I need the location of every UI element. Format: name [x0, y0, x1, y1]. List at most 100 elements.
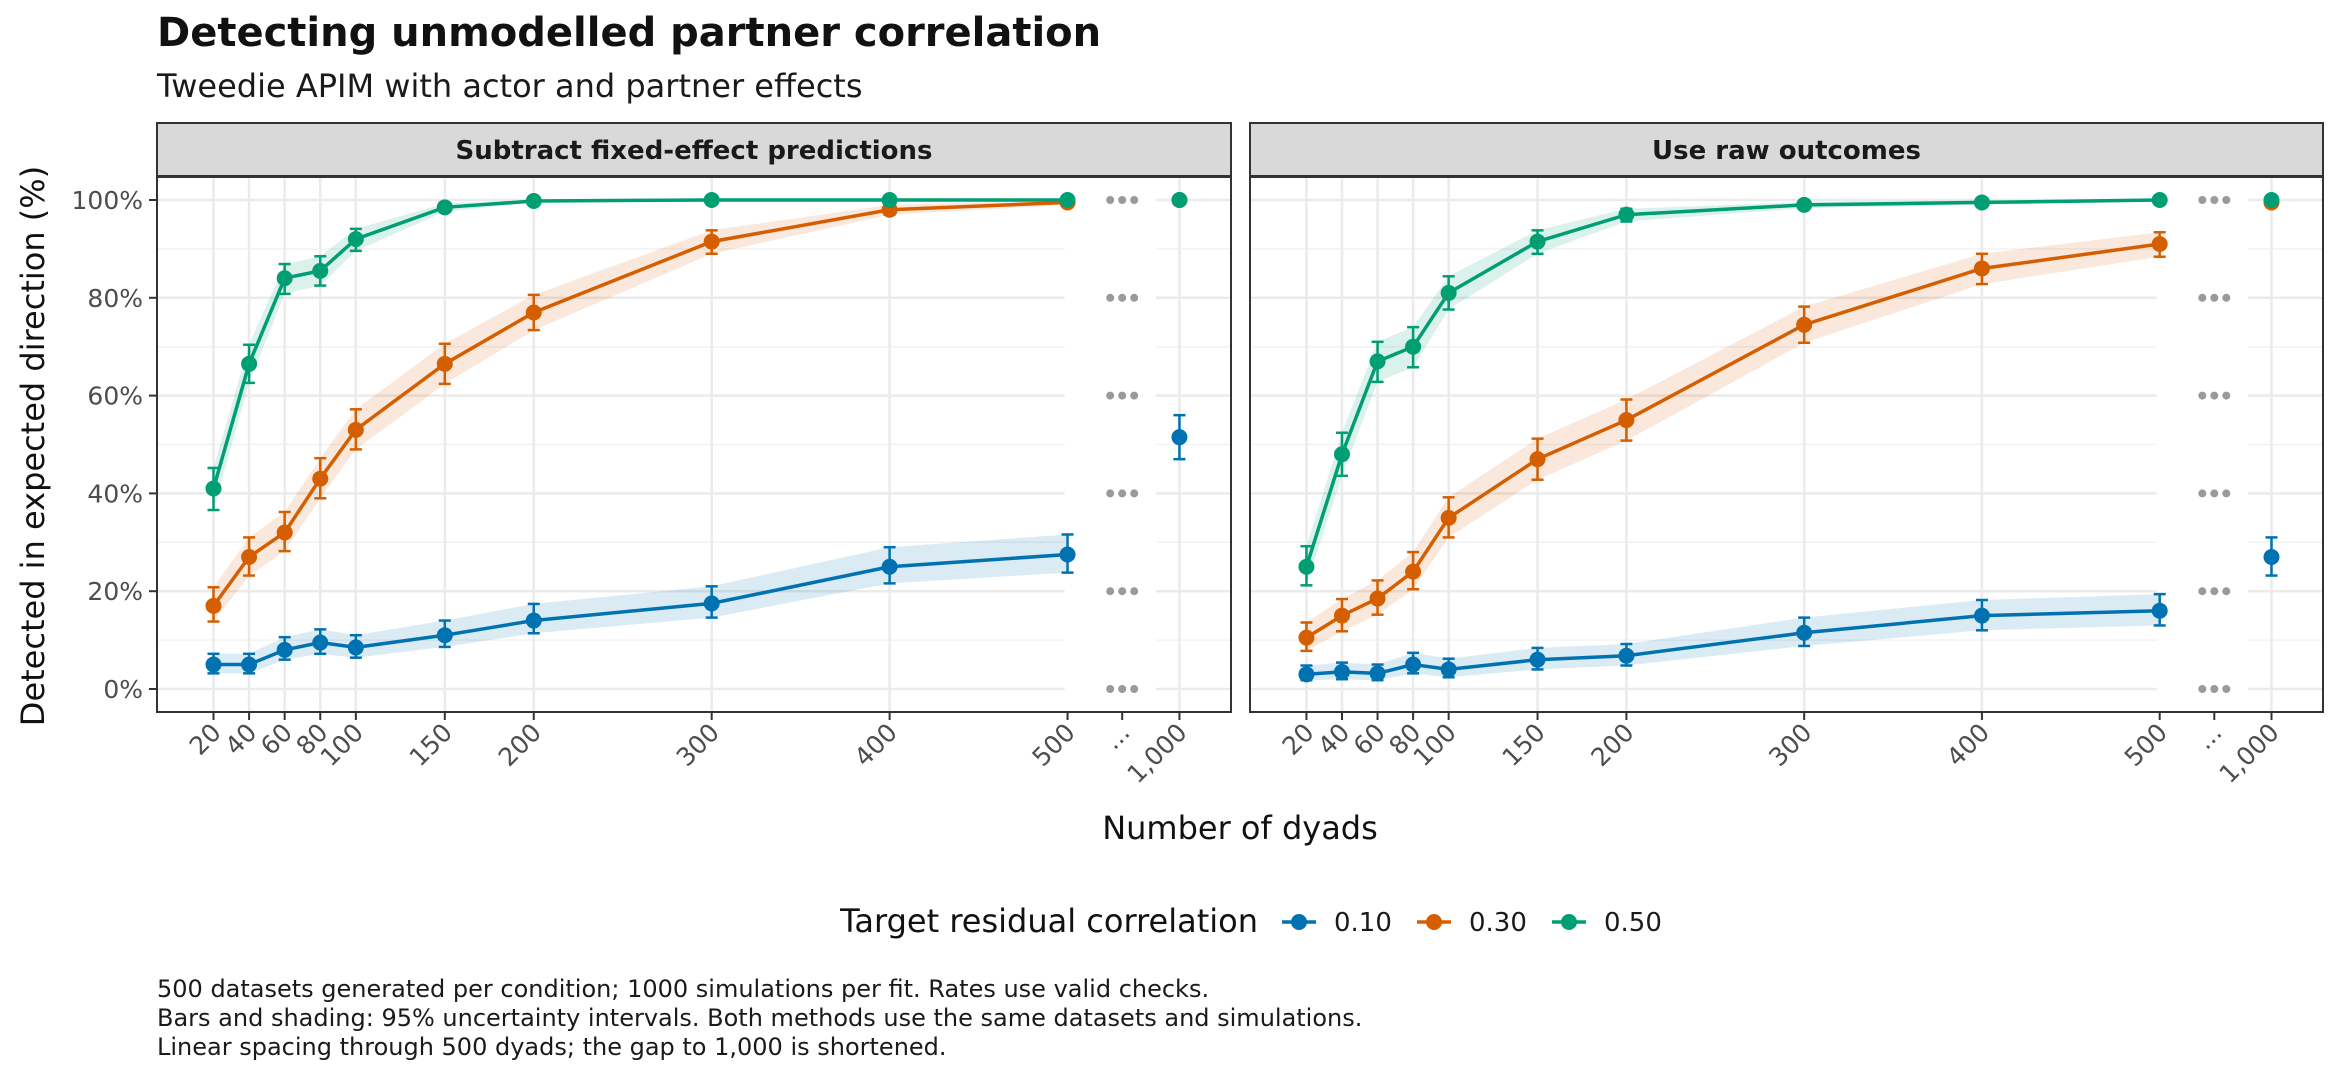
data-point	[1369, 665, 1386, 682]
data-point	[1059, 192, 1076, 208]
axis-break-dot	[2198, 293, 2207, 302]
y-tick-label: 100%	[72, 186, 143, 215]
series-line-0.30	[1305, 242, 2160, 640]
data-point	[1973, 607, 1990, 624]
x-axis-title: Number of dyads	[1102, 809, 1378, 847]
axis-break-dot	[1106, 196, 1115, 204]
data-point	[1796, 196, 1813, 213]
caption-line-3: Linear spacing through 500 dyads; the ga…	[157, 1033, 947, 1061]
chart-subtitle: Tweedie APIM with actor and partner effe…	[156, 67, 863, 105]
data-point	[312, 634, 329, 651]
facet-strip-label-1: Subtract fixed-effect predictions	[455, 136, 932, 166]
data-point	[312, 262, 329, 279]
axis-break-dot	[1106, 685, 1115, 693]
data-point	[1796, 624, 1813, 641]
axis-break-dot	[1118, 489, 1127, 498]
data-point	[1298, 629, 1315, 646]
data-point	[1529, 651, 1546, 668]
data-point	[2151, 602, 2168, 619]
data-point	[1298, 666, 1315, 683]
series-0.50	[205, 192, 1188, 512]
data-point	[1333, 446, 1350, 463]
data-point	[1405, 563, 1422, 580]
axis-break-dot	[1118, 196, 1127, 204]
data-point	[1440, 284, 1457, 301]
axis-break-gap	[2156, 178, 2248, 711]
data-point	[276, 270, 293, 287]
facet-panels: Subtract fixed-effect predictions2040608…	[72, 122, 2324, 789]
data-point	[241, 548, 258, 565]
data-point	[703, 192, 720, 208]
data-point	[436, 627, 453, 644]
series-0.10	[205, 413, 1188, 675]
axis-break-dot	[2222, 685, 2231, 693]
ci-ribbon-0.10	[1306, 594, 2160, 681]
data-point	[276, 524, 293, 541]
axis-break-dot	[1106, 489, 1115, 498]
y-tick-label: 80%	[87, 284, 143, 313]
data-point	[1440, 661, 1457, 678]
data-point	[1973, 194, 1990, 211]
legend: Target residual correlation 0.10 0.30 0.50	[839, 902, 1662, 940]
axis-break-dot	[2210, 587, 2219, 596]
data-point	[881, 192, 898, 208]
data-point-far	[1171, 192, 1188, 208]
data-point	[1618, 412, 1635, 429]
axis-break-dot	[2222, 391, 2231, 400]
data-point	[347, 231, 364, 248]
data-point	[703, 233, 720, 250]
chart-title: Detecting unmodelled partner correlation	[157, 10, 1101, 56]
legend-key-point	[1561, 914, 1577, 930]
facet-strip-1	[156, 122, 1232, 177]
panel-border-2	[1249, 176, 2324, 713]
data-point	[1405, 338, 1422, 355]
axis-break-dot	[1106, 587, 1115, 596]
data-point	[1059, 546, 1076, 563]
legend-label-0.10: 0.10	[1334, 908, 1392, 938]
legend-key-point	[1426, 914, 1442, 930]
data-point	[1369, 353, 1386, 370]
data-point	[436, 199, 453, 216]
axis-break-dot	[1130, 587, 1139, 596]
series-line-0.50	[211, 198, 1068, 489]
axis-break-dot	[2198, 587, 2207, 596]
axis-break-dot	[1118, 587, 1127, 596]
data-point	[1529, 233, 1546, 250]
panel-1: Subtract fixed-effect predictions2040608…	[72, 122, 1232, 789]
panel-border-1	[156, 176, 1232, 713]
y-tick-label: 20%	[87, 577, 143, 606]
data-point	[347, 639, 364, 656]
series-line-0.10	[1306, 609, 2160, 677]
legend-title: Target residual correlation	[839, 902, 1258, 940]
axis-break-dot	[1130, 489, 1139, 498]
axis-break-dot	[1118, 391, 1127, 400]
axis-break-dot	[2198, 196, 2207, 204]
y-tick-label: 40%	[87, 479, 143, 508]
data-point	[436, 355, 453, 372]
series-line-0.10	[213, 552, 1068, 667]
y-tick-label: 60%	[87, 382, 143, 411]
data-point	[276, 641, 293, 658]
axis-break-dot	[2210, 489, 2219, 498]
caption: 500 datasets generated per condition; 10…	[157, 975, 1362, 1061]
data-point-far	[2263, 548, 2280, 565]
data-point	[205, 656, 222, 673]
legend-label-0.50: 0.50	[1604, 908, 1662, 938]
axis-break-dot	[2198, 685, 2207, 693]
data-point	[1369, 590, 1386, 607]
data-point-far	[2263, 192, 2280, 208]
axis-break-dot	[2210, 391, 2219, 400]
axis-break-dot	[2222, 587, 2231, 596]
series-line-0.50	[1304, 198, 2160, 568]
axis-break-dot	[2198, 391, 2207, 400]
data-point	[881, 558, 898, 575]
axis-break-dot	[2210, 196, 2219, 204]
data-point	[241, 355, 258, 372]
data-point	[205, 597, 222, 614]
data-point	[1333, 607, 1350, 624]
axis-break-gap	[1064, 178, 1156, 711]
facet-strip-label-2: Use raw outcomes	[1652, 136, 1921, 166]
axis-break-dot	[2222, 293, 2231, 302]
